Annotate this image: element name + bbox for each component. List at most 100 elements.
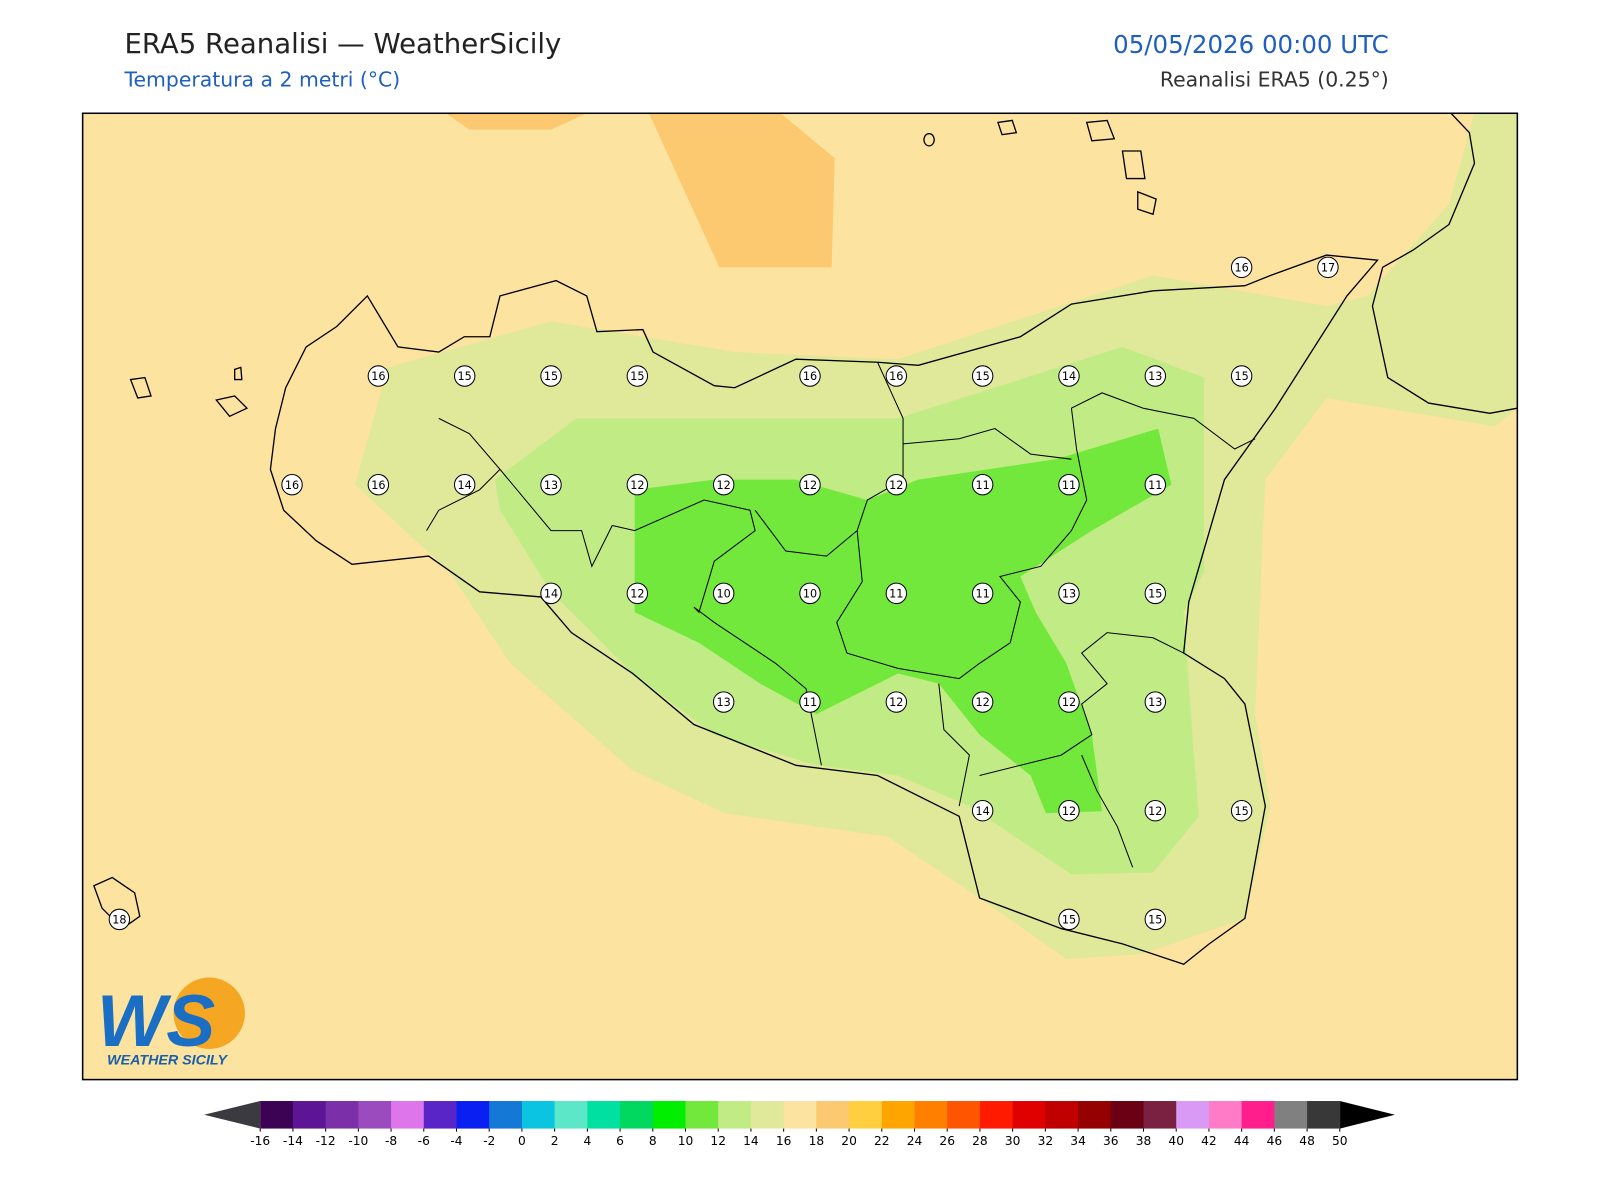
station-value: 12 — [889, 479, 903, 492]
station-value: 12 — [889, 696, 903, 709]
station-value: 16 — [803, 370, 817, 383]
colorbar-bin — [685, 1101, 719, 1129]
colorbar-bin — [783, 1101, 817, 1129]
colorbar-bin — [1241, 1101, 1275, 1129]
station-value: 15 — [544, 370, 558, 383]
colorbar-tick-label: -16 — [250, 1134, 270, 1148]
station-value: 10 — [803, 587, 817, 600]
colorbar-bin — [1012, 1101, 1046, 1129]
map-frame — [81, 112, 1519, 1081]
colorbar-tick-label: 32 — [1038, 1134, 1054, 1148]
colorbar-bin — [1274, 1101, 1308, 1129]
station-marker — [540, 365, 562, 387]
colorbar-bin — [979, 1101, 1014, 1129]
colorbar-tick-label: 20 — [841, 1134, 857, 1148]
colorbar-bin — [358, 1101, 392, 1129]
colorbar-over — [1339, 1101, 1395, 1129]
station-marker — [712, 582, 735, 605]
station-marker — [1317, 256, 1339, 279]
colorbar-tick-label: -10 — [348, 1134, 368, 1148]
station-value: 16 — [889, 370, 903, 383]
colorbar-bin — [750, 1101, 785, 1129]
station-value: 11 — [803, 696, 817, 709]
station-marker — [1058, 582, 1080, 605]
station-marker — [885, 365, 908, 387]
colorbar-tick-label: 0 — [518, 1134, 526, 1148]
station-value: 12 — [630, 587, 644, 600]
station-marker — [971, 800, 994, 822]
station-value: 13 — [717, 696, 731, 709]
station-value: 15 — [1062, 913, 1076, 926]
station-marker — [626, 582, 649, 605]
station-value: 15 — [976, 370, 990, 383]
colorbar-tick-label: 40 — [1168, 1134, 1184, 1148]
logo-mark: WS — [97, 979, 215, 1062]
station-value: 12 — [1062, 805, 1076, 818]
station-marker — [367, 365, 390, 387]
station-marker — [885, 473, 908, 496]
coastline-calabria — [1371, 113, 1518, 414]
station-value: 11 — [1062, 479, 1076, 492]
colorbar-bin — [1110, 1101, 1145, 1129]
colorbar-bin — [325, 1101, 359, 1129]
colorbar-tick-label: 28 — [972, 1134, 988, 1148]
colorbar-tick-label: -2 — [483, 1134, 495, 1148]
station-value: 12 — [630, 479, 644, 492]
station-marker — [626, 365, 649, 387]
station-marker — [971, 691, 994, 713]
station-marker — [108, 908, 131, 931]
colorbar-bin — [1045, 1101, 1079, 1129]
colorbar-bin — [914, 1101, 948, 1129]
colorbar-tick-label: 18 — [809, 1134, 825, 1148]
map: 16 17 16 15 15 15 16 16 15 14 13 15 16 16 14 13 12 12 12 12… — [81, 112, 1519, 1081]
colorbar-bin — [652, 1101, 687, 1129]
station-marker — [1144, 691, 1167, 713]
station-marker — [1144, 908, 1167, 931]
station-value: 14 — [458, 479, 472, 492]
station-value: 14 — [1062, 370, 1076, 383]
station-marker — [799, 473, 821, 496]
station-marker — [1230, 800, 1253, 822]
station-value: 13 — [1148, 370, 1162, 383]
islands — [93, 119, 1157, 930]
colorbar-bin — [260, 1101, 294, 1129]
station-labels: 16 17 16 15 15 15 16 16 15 14 13 15 16 16 14 13 12 12 12 12… — [108, 256, 1339, 931]
station-value: 14 — [976, 805, 990, 818]
station-value: 17 — [1321, 261, 1335, 274]
colorbar-bin — [391, 1101, 425, 1129]
colorbar-tick-label: -12 — [316, 1134, 336, 1148]
colorbar-bin — [1078, 1101, 1112, 1129]
colorbar-tick-label: -6 — [418, 1134, 430, 1148]
colorbar-tick-label: 44 — [1234, 1134, 1250, 1148]
colorbar-tick-label: 46 — [1267, 1134, 1283, 1148]
station-value: 16 — [285, 479, 299, 492]
colorbar-tick-label: 26 — [939, 1134, 955, 1148]
station-value: 12 — [803, 479, 817, 492]
colorbar-tick-label: 12 — [710, 1134, 726, 1148]
station-marker — [540, 582, 562, 605]
station-value: 10 — [717, 587, 731, 600]
field-warm — [445, 113, 835, 268]
station-value: 15 — [1234, 805, 1248, 818]
station-value: 12 — [1148, 805, 1162, 818]
colorbar-tick-label: 6 — [616, 1134, 624, 1148]
colorbar-tick-label: -8 — [385, 1134, 397, 1148]
colorbar-tick-label: 4 — [583, 1134, 591, 1148]
station-value: 15 — [630, 370, 644, 383]
colorbar-tick-label: 34 — [1070, 1134, 1086, 1148]
colorbar-tick-label: 14 — [743, 1134, 759, 1148]
station-marker — [1144, 582, 1167, 605]
station-value: 12 — [1062, 696, 1076, 709]
colorbar-bin — [947, 1101, 981, 1129]
station-marker — [1058, 365, 1080, 387]
colorbar-tick-label: 22 — [874, 1134, 890, 1148]
station-marker — [1144, 365, 1167, 387]
colorbar-tick-label: 8 — [649, 1134, 657, 1148]
station-value: 11 — [889, 587, 903, 600]
colorbar-tick-label: 36 — [1103, 1134, 1119, 1148]
datetime: 05/05/2026 00:00 UTC — [1113, 30, 1389, 59]
colorbar: -16 -14 -12 -10 -8 -6 -4 -2 0 2 4 6 8 10 12 14 16 18 20 22 2… — [204, 1101, 1395, 1148]
station-value: 13 — [544, 479, 558, 492]
station-marker — [1058, 908, 1080, 931]
colorbar-tick-label: 38 — [1136, 1134, 1152, 1148]
